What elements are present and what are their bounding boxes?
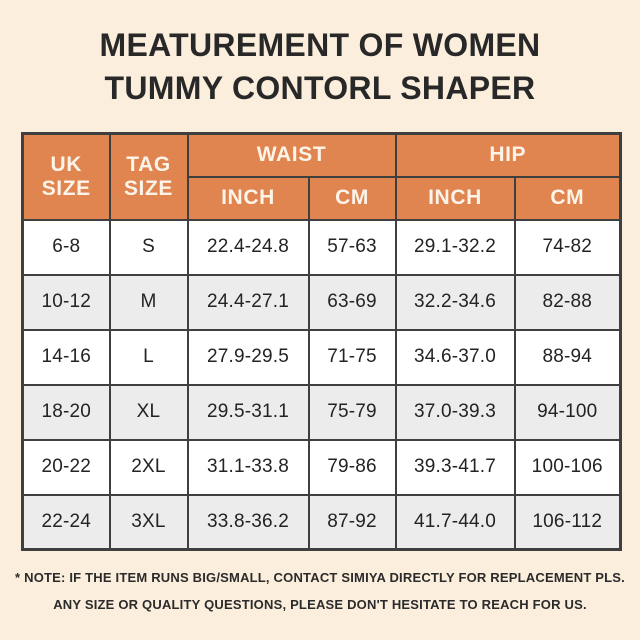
- cell-tag-size: L: [108, 328, 189, 386]
- cell-uk-size: 22-24: [21, 493, 111, 551]
- cell-hip-inch: 41.7-44.0: [394, 493, 516, 551]
- cell-tag-size: S: [108, 218, 189, 276]
- cell-waist-inch: 27.9-29.5: [186, 328, 310, 386]
- table-row: 6-8 S 22.4-24.8 57-63 29.1-32.2 74-82: [21, 218, 622, 276]
- cell-waist-cm: 87-92: [307, 493, 397, 551]
- cell-hip-cm: 94-100: [513, 383, 622, 441]
- cell-waist-inch: 22.4-24.8: [186, 218, 310, 276]
- cell-waist-cm: 79-86: [307, 438, 397, 496]
- cell-hip-inch: 32.2-34.6: [394, 273, 516, 331]
- header-hip-inch: INCH: [394, 175, 516, 221]
- title-line-2: TUMMY CONTORL SHAPER: [104, 70, 536, 106]
- cell-waist-inch: 31.1-33.8: [186, 438, 310, 496]
- cell-hip-cm: 82-88: [513, 273, 622, 331]
- header-tag-size: TAG SIZE: [108, 132, 189, 221]
- table-row: 20-22 2XL 31.1-33.8 79-86 39.3-41.7 100-…: [21, 438, 622, 496]
- cell-hip-inch: 39.3-41.7: [394, 438, 516, 496]
- header-hip: HIP: [394, 132, 622, 178]
- cell-hip-cm: 88-94: [513, 328, 622, 386]
- note-line-2: ANY SIZE OR QUALITY QUESTIONS, PLEASE DO…: [53, 597, 587, 612]
- cell-waist-inch: 29.5-31.1: [186, 383, 310, 441]
- header-waist: WAIST: [186, 132, 397, 178]
- header-uk-size: UK SIZE: [21, 132, 111, 221]
- header-row-groups: UK SIZE TAG SIZE WAIST HIP: [21, 132, 622, 221]
- cell-hip-inch: 34.6-37.0: [394, 328, 516, 386]
- cell-tag-size: M: [108, 273, 189, 331]
- cell-uk-size: 10-12: [21, 273, 111, 331]
- header-hip-cm: CM: [513, 175, 622, 221]
- header-waist-cm: CM: [307, 175, 397, 221]
- cell-hip-cm: 100-106: [513, 438, 622, 496]
- table-row: 22-24 3XL 33.8-36.2 87-92 41.7-44.0 106-…: [21, 493, 622, 551]
- cell-uk-size: 6-8: [21, 218, 111, 276]
- cell-hip-inch: 29.1-32.2: [394, 218, 516, 276]
- page-title: MEATUREMENT OF WOMEN TUMMY CONTORL SHAPE…: [0, 0, 640, 110]
- table-row: 18-20 XL 29.5-31.1 75-79 37.0-39.3 94-10…: [21, 383, 622, 441]
- cell-hip-cm: 74-82: [513, 218, 622, 276]
- cell-hip-cm: 106-112: [513, 493, 622, 551]
- cell-tag-size: 2XL: [108, 438, 189, 496]
- footer-note: * NOTE: IF THE ITEM RUNS BIG/SMALL, CONT…: [0, 564, 640, 618]
- cell-tag-size: XL: [108, 383, 189, 441]
- size-table: UK SIZE TAG SIZE WAIST HIP INCH CM INCH …: [21, 132, 622, 551]
- cell-waist-cm: 75-79: [307, 383, 397, 441]
- cell-waist-inch: 24.4-27.1: [186, 273, 310, 331]
- title-line-1: MEATUREMENT OF WOMEN: [99, 27, 541, 63]
- cell-uk-size: 20-22: [21, 438, 111, 496]
- cell-waist-inch: 33.8-36.2: [186, 493, 310, 551]
- cell-waist-cm: 63-69: [307, 273, 397, 331]
- header-row-units: INCH CM INCH CM: [23, 175, 622, 221]
- cell-waist-cm: 71-75: [307, 328, 397, 386]
- cell-uk-size: 18-20: [21, 383, 111, 441]
- cell-hip-inch: 37.0-39.3: [394, 383, 516, 441]
- size-chart: UK SIZE TAG SIZE WAIST HIP INCH CM INCH …: [21, 132, 622, 551]
- table-row: 10-12 M 24.4-27.1 63-69 32.2-34.6 82-88: [21, 273, 622, 331]
- cell-waist-cm: 57-63: [307, 218, 397, 276]
- header-waist-inch: INCH: [186, 175, 310, 221]
- cell-uk-size: 14-16: [21, 328, 111, 386]
- table-row: 14-16 L 27.9-29.5 71-75 34.6-37.0 88-94: [21, 328, 622, 386]
- cell-tag-size: 3XL: [108, 493, 189, 551]
- note-line-1: * NOTE: IF THE ITEM RUNS BIG/SMALL, CONT…: [15, 570, 625, 585]
